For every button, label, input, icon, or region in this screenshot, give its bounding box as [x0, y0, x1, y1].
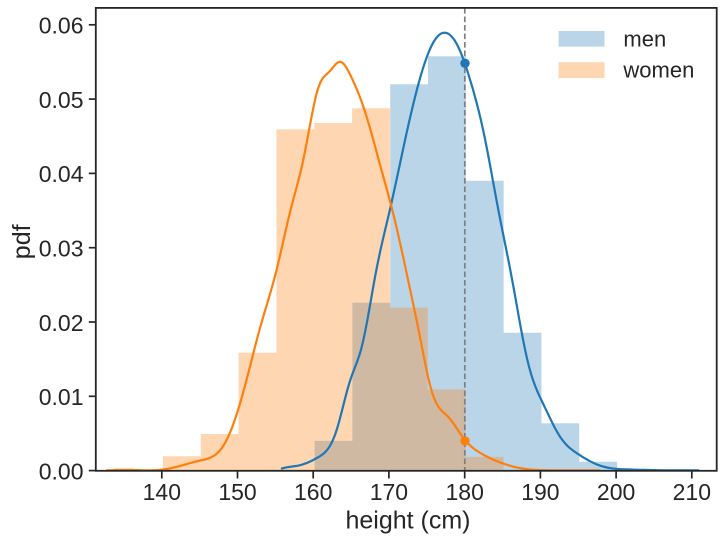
svg-text:200: 200: [597, 479, 635, 505]
svg-text:0.04: 0.04: [39, 161, 84, 187]
svg-text:210: 210: [673, 479, 711, 505]
svg-text:height (cm): height (cm): [345, 507, 470, 535]
svg-text:0.02: 0.02: [39, 310, 84, 336]
svg-text:0.06: 0.06: [39, 13, 84, 39]
svg-text:170: 170: [370, 479, 408, 505]
svg-text:0.01: 0.01: [39, 384, 84, 410]
svg-text:men: men: [623, 27, 666, 52]
svg-text:160: 160: [294, 479, 332, 505]
svg-text:0.03: 0.03: [39, 236, 84, 262]
svg-text:190: 190: [521, 479, 559, 505]
svg-text:180: 180: [446, 479, 484, 505]
svg-text:women: women: [622, 58, 694, 83]
svg-text:150: 150: [218, 479, 256, 505]
svg-text:0.00: 0.00: [39, 458, 84, 484]
svg-text:140: 140: [143, 479, 181, 505]
svg-text:pdf: pdf: [8, 224, 36, 259]
svg-text:0.05: 0.05: [39, 87, 84, 113]
